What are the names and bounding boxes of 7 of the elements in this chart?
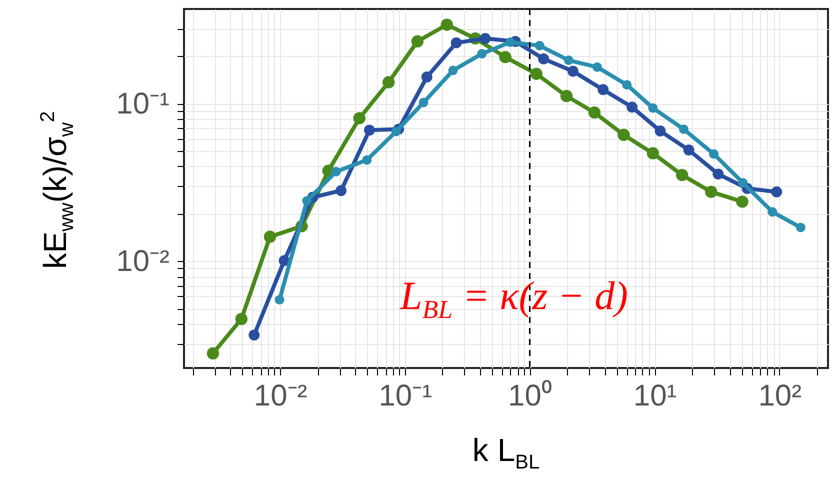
x-axis-title: k L$_{BL}$	[472, 432, 540, 474]
x-tick-label: 10⁻¹	[378, 380, 432, 412]
x-tick-label: 10⁰	[508, 380, 552, 412]
x-tick-label: 10²	[758, 380, 802, 412]
x-tick-label: 10¹	[633, 380, 677, 412]
x-tick-label: 10⁻²	[254, 380, 308, 412]
annotation: L$_{BL}$ = κ(z − d)	[400, 272, 628, 325]
